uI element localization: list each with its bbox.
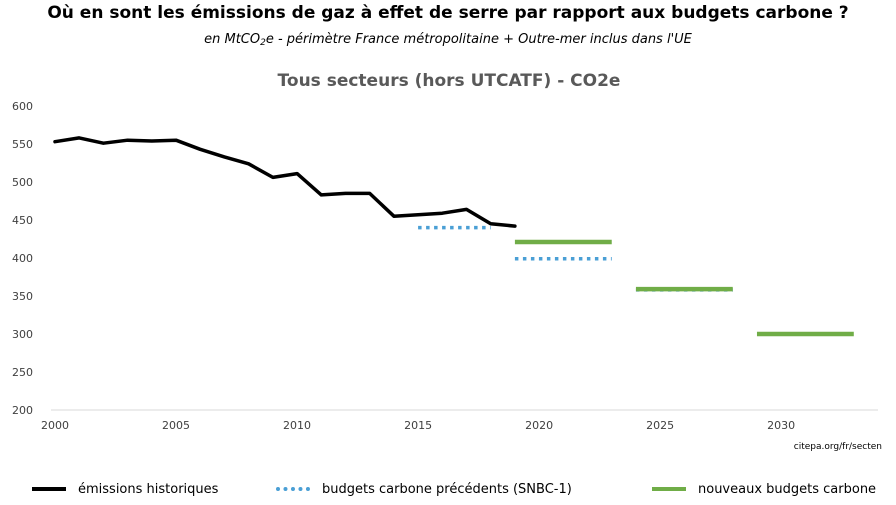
page-title: Où en sont les émissions de gaz à effet … — [47, 3, 849, 23]
x-tick-label: 2005 — [162, 419, 190, 432]
subtitle-subscript: 2 — [260, 38, 266, 48]
subtitle-post: e - périmètre France métropolitaine + Ou… — [265, 32, 692, 47]
legend-item-snbc1: budgets carbone précédents (SNBC-1) — [276, 478, 572, 500]
chart-legend: émissions historiques budgets carbone pr… — [0, 478, 896, 500]
y-tick-label: 400 — [12, 252, 33, 265]
legend-label-historical: émissions historiques — [78, 481, 219, 497]
legend-label-snbc1: budgets carbone précédents (SNBC-1) — [322, 481, 572, 497]
y-tick-label: 200 — [12, 404, 33, 417]
y-tick-label: 500 — [12, 176, 33, 189]
y-tick-label: 450 — [12, 214, 33, 227]
x-axis-ticks: 2000 2005 2010 2015 2020 2025 2030 — [41, 419, 795, 432]
x-tick-label: 2025 — [646, 419, 674, 432]
page-subtitle: en MtCO2e - périmètre France métropolita… — [0, 32, 896, 48]
y-tick-label: 550 — [12, 138, 33, 151]
legend-item-historical: émissions historiques — [32, 478, 218, 500]
legend-swatch-snbc1 — [276, 487, 310, 491]
y-axis-ticks: 200 250 300 350 400 450 500 550 600 — [12, 100, 33, 417]
series-layer — [53, 136, 854, 337]
y-tick-label: 250 — [12, 366, 33, 379]
legend-label-new-budgets: nouveaux budgets carbone — [698, 481, 877, 497]
legend-item-new-budgets: nouveaux budgets carbone — [652, 478, 876, 500]
source-credit: citepa.org/fr/secten — [793, 442, 882, 452]
emissions-chart: Tous secteurs (hors UTCATF) - CO2e 200 25… — [12, 71, 878, 432]
y-tick-label: 300 — [12, 328, 33, 341]
x-tick-label: 2000 — [41, 419, 69, 432]
x-tick-label: 2030 — [767, 419, 795, 432]
chart-title: Tous secteurs (hors UTCATF) - CO2e — [278, 71, 621, 91]
x-tick-label: 2020 — [525, 419, 553, 432]
legend-swatch-historical — [32, 487, 66, 491]
y-tick-label: 600 — [12, 100, 33, 113]
x-tick-label: 2010 — [283, 419, 311, 432]
legend-swatch-new-budgets — [652, 487, 686, 491]
subtitle-pre: en MtCO — [204, 32, 261, 47]
x-tick-label: 2015 — [404, 419, 432, 432]
historical-emissions-line — [53, 136, 517, 228]
y-tick-label: 350 — [12, 290, 33, 303]
